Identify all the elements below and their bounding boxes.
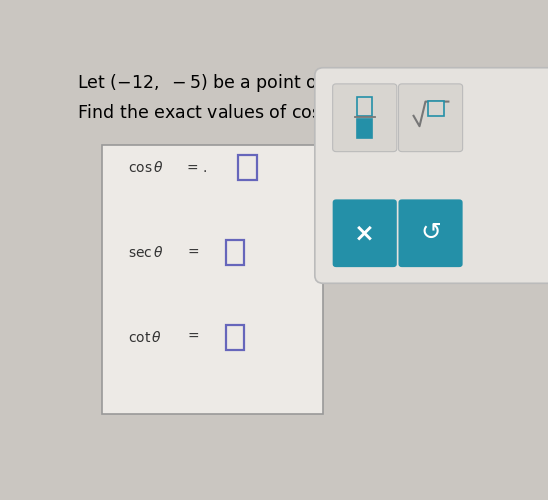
Text: $\sec\theta$: $\sec\theta$	[128, 245, 164, 260]
Text: Let $(-12,\ -5)$ be a point on the terminal side of $\theta$.: Let $(-12,\ -5)$ be a point on the termi…	[77, 72, 525, 94]
FancyBboxPatch shape	[333, 84, 397, 152]
Text: $\cot\theta$: $\cot\theta$	[128, 330, 162, 344]
Text: =: =	[187, 246, 199, 260]
Text: =: =	[187, 330, 199, 344]
FancyBboxPatch shape	[429, 101, 444, 116]
Text: Find the exact values of $\cos\theta$,  $\sec\theta$,  and  $\cot\theta$.: Find the exact values of $\cos\theta$, $…	[77, 102, 500, 122]
FancyBboxPatch shape	[315, 68, 548, 284]
FancyBboxPatch shape	[357, 98, 373, 116]
FancyBboxPatch shape	[333, 200, 397, 267]
Text: ↺: ↺	[420, 222, 441, 246]
Text: $\cos\theta$: $\cos\theta$	[128, 160, 164, 176]
Text: ×: ×	[354, 222, 375, 246]
FancyBboxPatch shape	[398, 84, 463, 152]
FancyBboxPatch shape	[226, 240, 244, 265]
Text: = .: = .	[187, 161, 208, 175]
FancyBboxPatch shape	[398, 200, 463, 267]
FancyBboxPatch shape	[238, 156, 257, 180]
FancyBboxPatch shape	[226, 324, 244, 349]
FancyBboxPatch shape	[102, 144, 323, 414]
FancyBboxPatch shape	[357, 120, 373, 138]
